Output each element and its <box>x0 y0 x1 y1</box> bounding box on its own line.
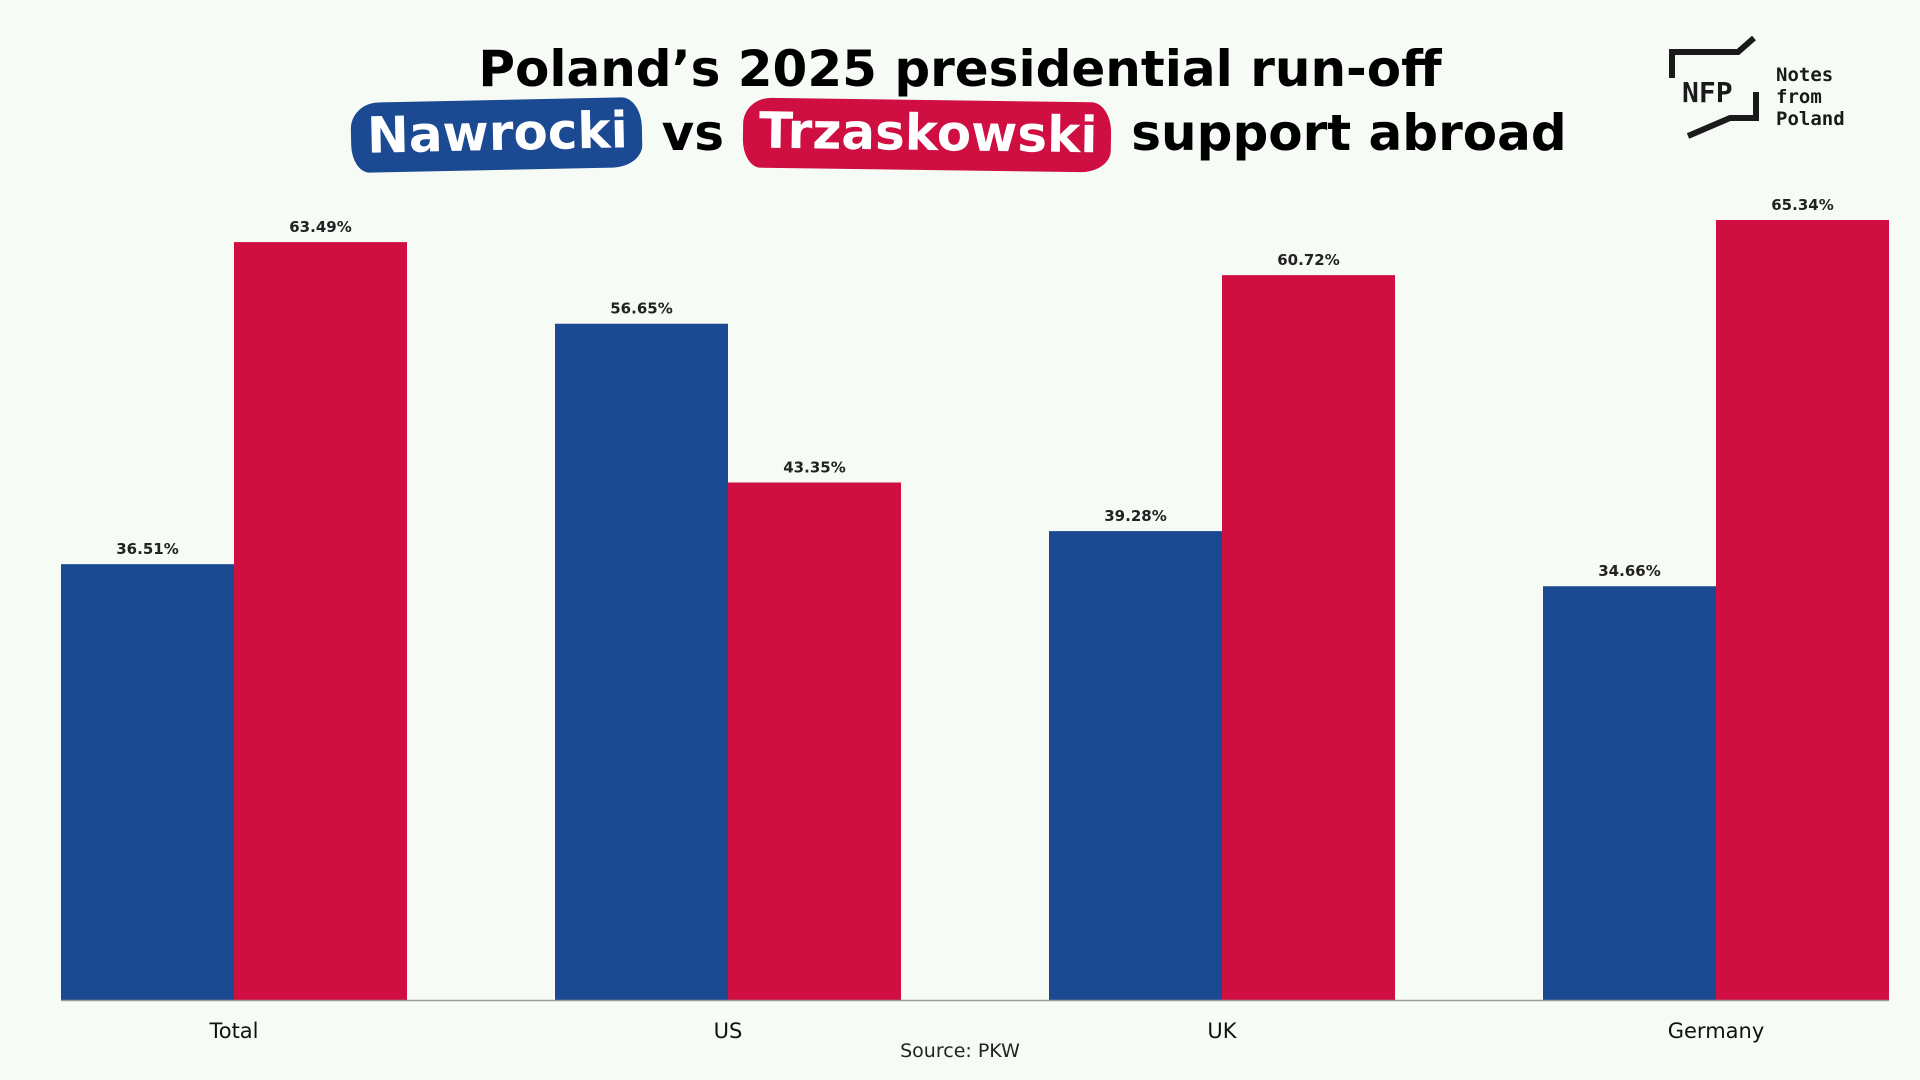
chart-title-text: Poland’s 2025 presidential run-off <box>478 40 1442 98</box>
value-label-trzaskowski-total: 63.49% <box>289 218 351 236</box>
value-label-nawrocki-uk: 39.28% <box>1104 507 1166 525</box>
title-rest-text: support abroad <box>1131 104 1567 162</box>
value-label-nawrocki-germany: 34.66% <box>1598 562 1660 580</box>
nfp-logo-letters: NFP <box>1682 76 1733 109</box>
bar-trzaskowski-total <box>234 242 407 1001</box>
bar-trzaskowski-us <box>728 482 901 1000</box>
chart-title-line-2: Nawrocki vs Trzaskowski support abroad <box>0 96 1920 174</box>
bar-trzaskowski-uk <box>1222 275 1395 1001</box>
notes-from-poland-logo: NFP Notes from Poland <box>1668 34 1888 144</box>
nfp-logo-mark: NFP <box>1669 35 1759 139</box>
logo-line-1: Notes from <box>1776 64 1834 108</box>
bar-nawrocki-germany <box>1543 586 1716 1000</box>
category-label-us: US <box>714 1019 743 1043</box>
bar-nawrocki-total <box>61 564 234 1000</box>
source-note: Source: PKW <box>900 1040 1020 1062</box>
value-label-nawrocki-total: 36.51% <box>116 540 178 558</box>
category-label-uk: UK <box>1207 1019 1237 1043</box>
logo-line-2: Poland <box>1776 108 1845 130</box>
bar-trzaskowski-germany <box>1716 220 1889 1000</box>
chart-title-line-1: Poland’s 2025 presidential run-off <box>0 40 1920 98</box>
bar-nawrocki-us <box>555 323 728 1000</box>
category-label-germany: Germany <box>1668 1019 1765 1043</box>
category-label-total: Total <box>208 1019 258 1043</box>
value-label-trzaskowski-germany: 65.34% <box>1771 196 1833 214</box>
title-vs-text: vs <box>661 104 724 162</box>
logo-wordmark: Notes from Poland <box>1776 64 1888 130</box>
bar-nawrocki-uk <box>1049 531 1222 1000</box>
value-label-trzaskowski-us: 43.35% <box>783 459 845 477</box>
value-label-trzaskowski-uk: 60.72% <box>1277 251 1339 269</box>
value-label-nawrocki-us: 56.65% <box>610 300 672 318</box>
